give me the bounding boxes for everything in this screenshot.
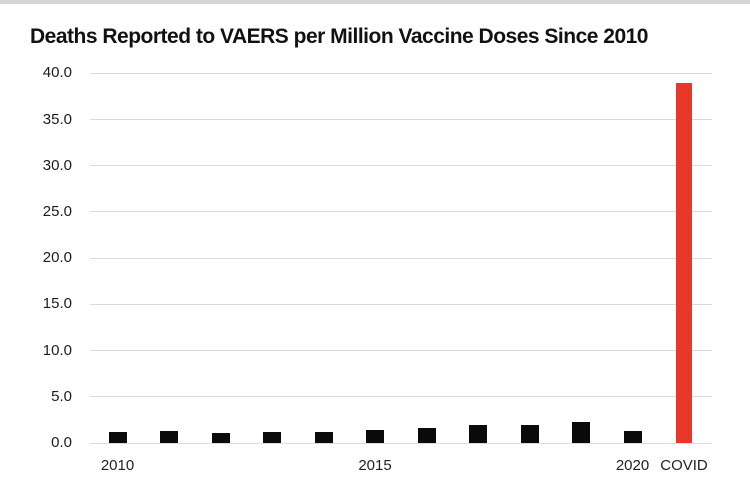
gridline — [90, 442, 712, 444]
chart-title: Deaths Reported to VAERS per Million Vac… — [30, 25, 649, 48]
y-axis-tick-label: 30.0 — [42, 156, 72, 174]
y-axis-tick-label: 20.0 — [42, 249, 72, 267]
gridline — [90, 303, 712, 305]
gridline — [90, 119, 712, 120]
bar-2018 — [520, 424, 539, 443]
x-axis-tick-label-2015: 2015 — [358, 457, 392, 474]
bar-2016 — [417, 428, 436, 443]
bar-2013 — [263, 431, 281, 443]
gridline — [90, 396, 712, 398]
y-axis-tick-label: 15.0 — [42, 295, 72, 313]
y-axis-tick-label: 40.0 — [42, 64, 72, 82]
bar-2020 — [623, 430, 642, 443]
x-axis-tick-label-2010: 2010 — [100, 457, 135, 474]
bar-2012 — [211, 432, 230, 443]
gridline — [90, 350, 712, 352]
bar-2011 — [160, 430, 178, 443]
y-axis-tick-label: 5.0 — [51, 387, 72, 405]
y-axis-tick-label: 35.0 — [42, 110, 72, 128]
bar-2010 — [108, 431, 127, 443]
gridline — [90, 257, 712, 259]
bar-2019 — [572, 421, 590, 443]
y-axis-tick-label: 0.0 — [51, 434, 72, 451]
y-axis-tick-label: 10.0 — [42, 341, 72, 359]
bar-2015 — [366, 430, 384, 443]
x-axis-tick-label-2020: 2020 — [615, 457, 650, 474]
bar-2014 — [314, 431, 333, 443]
x-axis-tick-label-covid: COVID — [660, 457, 708, 474]
bar-covid — [676, 82, 692, 443]
gridline — [90, 211, 712, 213]
top-edge-divider — [0, 0, 750, 4]
gridline — [90, 72, 712, 74]
gridline — [90, 165, 712, 167]
bar-2017 — [469, 425, 487, 443]
y-axis-tick-label: 25.0 — [42, 202, 72, 220]
